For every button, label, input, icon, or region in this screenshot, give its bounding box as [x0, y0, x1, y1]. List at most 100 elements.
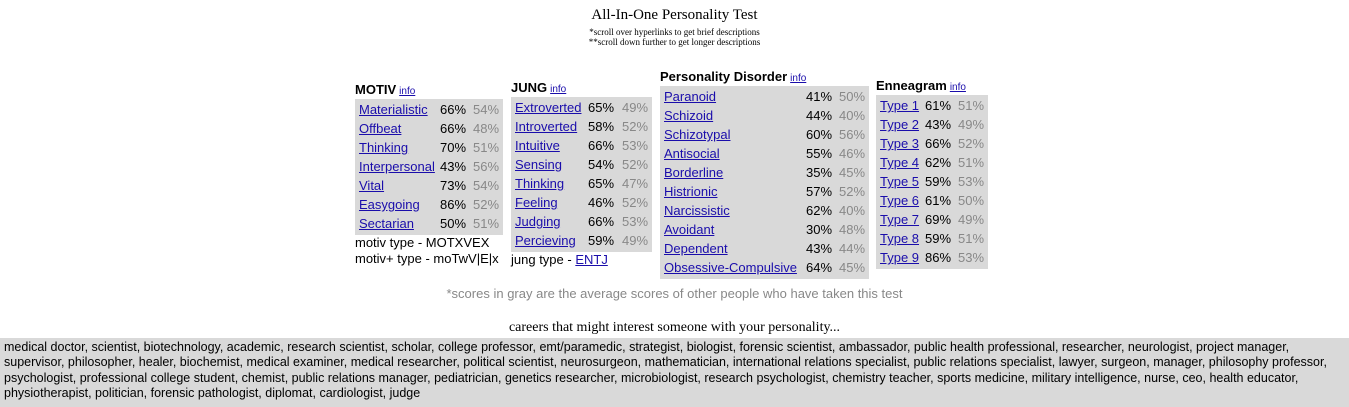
table-row: Type 5 59% 53% — [880, 172, 984, 191]
table-row: Avoidant 30% 48% — [664, 220, 865, 239]
avg-score: 46% — [839, 146, 866, 161]
table-row: Type 8 59% 51% — [880, 229, 984, 248]
avg-score: 45% — [839, 165, 866, 180]
jung-link[interactable]: Thinking — [515, 176, 565, 191]
pd-link[interactable]: Obsessive-Compulsive — [664, 260, 797, 275]
score: 73% — [440, 178, 467, 193]
pd-info-link[interactable]: info — [790, 73, 807, 84]
note-brief: *scroll over hyperlinks to get brief des… — [589, 27, 760, 37]
table-row: Vital 73% 54% — [359, 176, 499, 195]
table-row: Type 2 43% 49% — [880, 115, 984, 134]
jung-link[interactable]: Extroverted — [515, 100, 582, 115]
score: 66% — [925, 136, 952, 151]
enneagram-table: Type 1 61% 51% Type 2 43% 49% Type 3 66% 52% T… — [876, 95, 989, 269]
avg-score: 52% — [622, 157, 649, 172]
pd-link[interactable]: Histrionic — [664, 184, 718, 199]
table-row: Thinking 70% 51% — [359, 138, 499, 157]
motiv-link[interactable]: Interpersonal — [359, 159, 435, 174]
enneagram-link[interactable]: Type 5 — [880, 174, 920, 189]
jung-link[interactable]: Judging — [515, 214, 561, 229]
jung-link[interactable]: Percieving — [515, 233, 576, 248]
score: 54% — [588, 157, 615, 172]
score: 65% — [588, 176, 615, 191]
score: 61% — [925, 98, 952, 113]
score: 66% — [588, 138, 615, 153]
table-row: Sensing 54% 52% — [515, 155, 648, 174]
motiv-link[interactable]: Offbeat — [359, 121, 402, 136]
motiv-link[interactable]: Vital — [359, 178, 385, 193]
avg-score: 54% — [473, 102, 500, 117]
score: 43% — [440, 159, 467, 174]
motiv-link[interactable]: Sectarian — [359, 216, 414, 231]
avg-score: 52% — [473, 197, 500, 212]
pd-link[interactable]: Narcissistic — [664, 203, 730, 218]
pd-link[interactable]: Dependent — [664, 241, 728, 256]
table-row: Type 1 61% 51% — [880, 96, 984, 115]
avg-score: 53% — [958, 174, 985, 189]
enneagram-link[interactable]: Type 9 — [880, 250, 920, 265]
table-row: Type 9 86% 53% — [880, 248, 984, 267]
table-row: Type 3 66% 52% — [880, 134, 984, 153]
pd-link[interactable]: Schizotypal — [664, 127, 731, 142]
pd-link[interactable]: Avoidant — [664, 222, 715, 237]
motiv-link[interactable]: Thinking — [359, 140, 409, 155]
motiv-link[interactable]: Materialistic — [359, 102, 428, 117]
pd-table: Paranoid 41% 50% Schizoid 44% 40% Schizotypa… — [660, 86, 870, 279]
motiv-info-link[interactable]: info — [399, 86, 416, 97]
pd-link[interactable]: Paranoid — [664, 89, 717, 104]
table-row: Schizoid 44% 40% — [664, 106, 865, 125]
enneagram-link[interactable]: Type 3 — [880, 136, 920, 151]
avg-score: 40% — [839, 203, 866, 218]
enneagram-link[interactable]: Type 7 — [880, 212, 920, 227]
jung-link[interactable]: Feeling — [515, 195, 558, 210]
score: 57% — [806, 184, 833, 199]
table-row: Dependent 43% 44% — [664, 239, 865, 258]
pd-link[interactable]: Borderline — [664, 165, 724, 180]
careers-list: medical doctor, scientist, biotechnology… — [0, 338, 1349, 407]
enneagram-info-link[interactable]: info — [949, 82, 966, 93]
score: 66% — [588, 214, 615, 229]
avg-score: 51% — [958, 98, 985, 113]
pd-link[interactable]: Antisocial — [664, 146, 720, 161]
score: 43% — [925, 117, 952, 132]
score: 44% — [806, 108, 833, 123]
enneagram-link[interactable]: Type 4 — [880, 155, 920, 170]
jung-type-link[interactable]: ENTJ — [575, 252, 608, 267]
table-row: Type 6 61% 50% — [880, 191, 984, 210]
score: 66% — [440, 121, 467, 136]
page-title: All-In-One Personality Test — [591, 7, 758, 23]
avg-score: 53% — [958, 250, 985, 265]
score: 61% — [925, 193, 952, 208]
avg-score: 53% — [622, 138, 649, 153]
enneagram-link[interactable]: Type 8 — [880, 231, 920, 246]
table-row: Sectarian 50% 51% — [359, 214, 499, 233]
table-row: Feeling 46% 52% — [515, 193, 648, 212]
table-row: Percieving 59% 49% — [515, 231, 648, 250]
jung-section: JUNG info Extroverted 65% 49% Introverted 58… — [511, 80, 653, 268]
enneagram-link[interactable]: Type 1 — [880, 98, 920, 113]
enneagram-link[interactable]: Type 2 — [880, 117, 920, 132]
score: 35% — [806, 165, 833, 180]
table-row: Paranoid 41% 50% — [664, 87, 865, 106]
score: 69% — [925, 212, 952, 227]
avg-score: 44% — [839, 241, 866, 256]
avg-score: 40% — [839, 108, 866, 123]
score: 66% — [440, 102, 467, 117]
avg-score: 56% — [473, 159, 500, 174]
jung-type: jung type - ENTJ — [511, 252, 608, 267]
pd-link[interactable]: Schizoid — [664, 108, 714, 123]
score: 62% — [925, 155, 952, 170]
avg-score: 47% — [622, 176, 649, 191]
jung-info-link[interactable]: info — [550, 84, 567, 95]
score: 59% — [588, 233, 615, 248]
jung-link[interactable]: Intuitive — [515, 138, 560, 153]
enneagram-link[interactable]: Type 6 — [880, 193, 920, 208]
table-row: Materialistic 66% 54% — [359, 100, 499, 119]
avg-score: 48% — [473, 121, 500, 136]
score: 62% — [806, 203, 833, 218]
jung-link[interactable]: Introverted — [515, 119, 578, 134]
motiv-link[interactable]: Easygoing — [359, 197, 420, 212]
jung-link[interactable]: Sensing — [515, 157, 562, 172]
avg-score: 51% — [958, 155, 985, 170]
score: 59% — [925, 231, 952, 246]
